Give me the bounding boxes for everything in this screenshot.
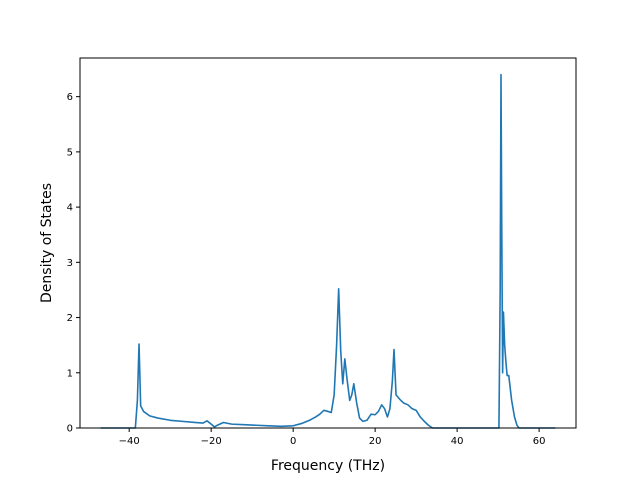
y-axis-ticks: 0 1 2 3 4 5 6 <box>67 92 80 435</box>
y-tick-label: 5 <box>67 147 73 158</box>
plot-area <box>80 58 576 428</box>
x-tick-label: 60 <box>533 436 546 447</box>
y-tick-label: 2 <box>67 313 73 324</box>
x-tick-label: −40 <box>119 436 140 447</box>
y-tick-label: 6 <box>67 92 73 103</box>
x-axis-label: Frequency (THz) <box>271 458 385 474</box>
x-tick-label: 0 <box>290 436 296 447</box>
y-tick-label: 0 <box>67 424 73 435</box>
x-tick-label: 20 <box>369 436 382 447</box>
y-tick-label: 1 <box>67 368 73 379</box>
y-tick-label: 3 <box>67 258 73 269</box>
dos-series-line <box>100 73 556 429</box>
y-tick-label: 4 <box>67 203 73 214</box>
series-layer <box>100 73 556 429</box>
plot-frame <box>79 57 577 429</box>
x-tick-label: −20 <box>201 436 222 447</box>
y-axis-label: Density of States <box>39 183 55 303</box>
x-tick-label: 40 <box>451 436 464 447</box>
